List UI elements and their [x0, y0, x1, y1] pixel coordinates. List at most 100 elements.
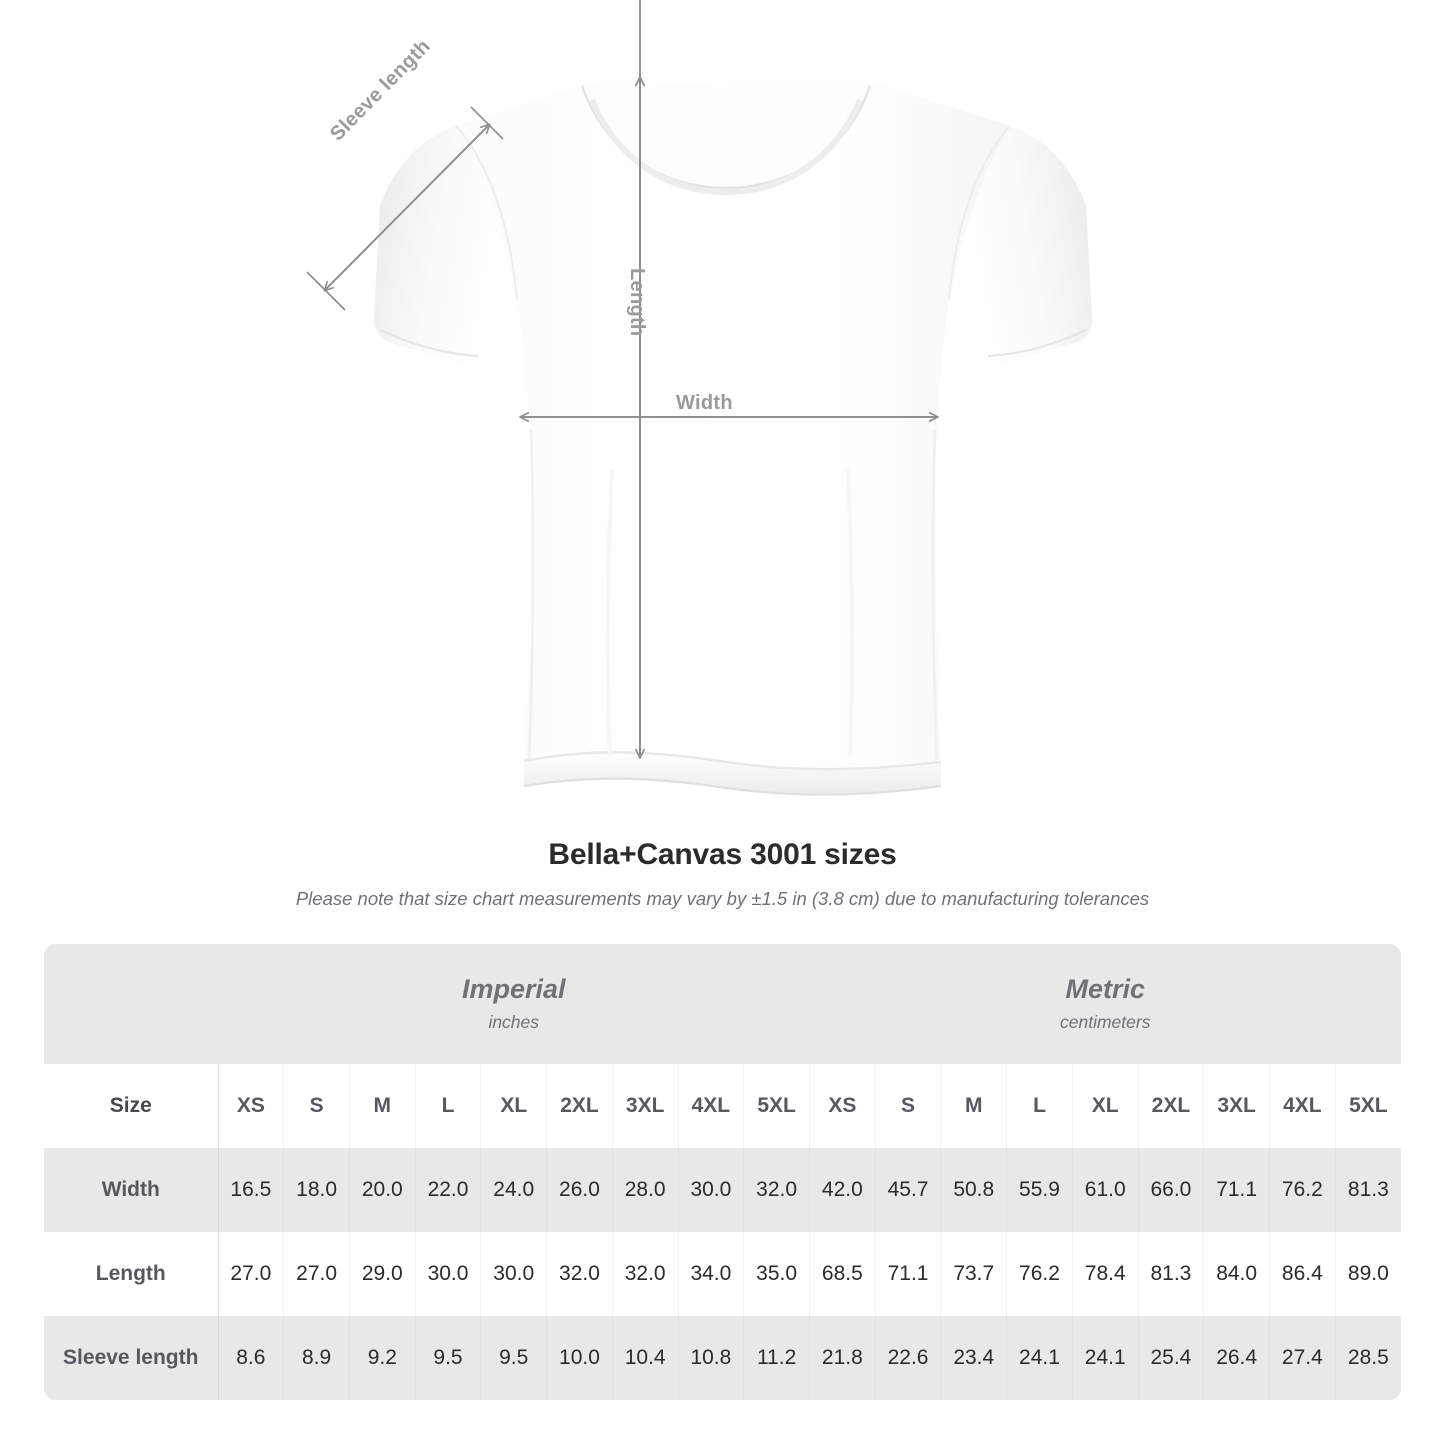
tshirt-shape — [373, 70, 1093, 796]
table-cell: 9.5 — [414, 1316, 481, 1400]
unit-sub-imperial: inches — [488, 1011, 540, 1032]
table-cell: 71.1 — [874, 1232, 941, 1316]
table-cell: 24.1 — [1071, 1316, 1139, 1400]
table-cell: 28.5 — [1334, 1316, 1401, 1400]
unit-name-imperial: Imperial — [461, 974, 566, 1005]
table-cell: 32.0 — [743, 1148, 810, 1232]
table-cell: 30.0 — [480, 1232, 547, 1316]
size-header-cell: 2XL — [1137, 1064, 1204, 1148]
table-cell: 34.0 — [677, 1232, 744, 1316]
size-header-cell: 3XL — [611, 1064, 679, 1148]
unit-name-metric: Metric — [1065, 974, 1145, 1005]
size-header-label: Size — [44, 1064, 218, 1148]
table-cell: 61.0 — [1071, 1148, 1139, 1232]
row-label: Length — [44, 1232, 218, 1316]
table-row: Sleeve length 8.6 8.9 9.2 9.5 9.5 10.0 10.4 10.8… — [44, 1316, 1401, 1400]
chart-heading-block: Bella+Canvas 3001 sizes Please note that… — [0, 838, 1445, 910]
table-cell: 27.0 — [217, 1232, 284, 1316]
table-cell: 29.0 — [348, 1232, 416, 1316]
size-header-row: Size XS S M L XL 2XL 3XL 4XL 5XL XS S M L XL 2XL 3XL 4XL… — [44, 1064, 1401, 1148]
table-cell: 23.4 — [940, 1316, 1007, 1400]
table-cell: 73.7 — [940, 1232, 1007, 1316]
table-cell: 9.5 — [480, 1316, 547, 1400]
page-title: Bella+Canvas 3001 sizes — [548, 838, 897, 871]
size-header-cell: M — [940, 1064, 1007, 1148]
table-cell: 18.0 — [283, 1148, 350, 1232]
size-header-cell: L — [1006, 1064, 1073, 1148]
table-cell: 68.5 — [808, 1232, 876, 1316]
table-cell: 30.0 — [677, 1148, 744, 1232]
table-cell: 76.2 — [1006, 1232, 1073, 1316]
table-cell: 26.0 — [546, 1148, 613, 1232]
tshirt-illustration — [306, 0, 1093, 796]
table-cell: 30.0 — [414, 1232, 481, 1316]
table-cell: 35.0 — [743, 1232, 810, 1316]
table-cell: 89.0 — [1334, 1232, 1401, 1316]
table-cell: 8.9 — [283, 1316, 350, 1400]
unit-spacer-cell — [44, 944, 218, 1064]
size-header-cell: 5XL — [743, 1064, 810, 1148]
table-cell: 9.2 — [348, 1316, 416, 1400]
size-table: Imperial inches Metric centimeters Size … — [44, 944, 1401, 1400]
width-label: Width — [676, 392, 733, 414]
size-header-cell: 4XL — [1269, 1064, 1336, 1148]
unit-sub-metric: centimeters — [1060, 1011, 1151, 1032]
table-cell: 50.8 — [940, 1148, 1007, 1232]
size-header-cell: XS — [808, 1064, 876, 1148]
table-cell: 81.3 — [1137, 1232, 1204, 1316]
length-label: Length — [626, 268, 648, 337]
table-cell: 25.4 — [1137, 1316, 1204, 1400]
size-header-cell: M — [348, 1064, 416, 1148]
table-cell: 55.9 — [1006, 1148, 1073, 1232]
table-row: Width 16.5 18.0 20.0 22.0 24.0 26.0 28.0 30.0 32.… — [44, 1148, 1401, 1232]
size-header-cell: 5XL — [1334, 1064, 1401, 1148]
table-cell: 32.0 — [546, 1232, 613, 1316]
table-cell: 8.6 — [217, 1316, 284, 1400]
size-header-cell: XS — [217, 1064, 284, 1148]
table-cell: 24.1 — [1006, 1316, 1073, 1400]
table-cell: 22.0 — [414, 1148, 481, 1232]
table-cell: 81.3 — [1334, 1148, 1401, 1232]
table-cell: 78.4 — [1071, 1232, 1139, 1316]
size-header-cell: S — [283, 1064, 350, 1148]
unit-cell-imperial: Imperial inches — [218, 944, 810, 1064]
table-cell: 21.8 — [808, 1316, 876, 1400]
table-cell: 16.5 — [217, 1148, 284, 1232]
table-cell: 27.4 — [1269, 1316, 1336, 1400]
table-cell: 10.4 — [611, 1316, 679, 1400]
table-cell: 32.0 — [611, 1232, 679, 1316]
table-cell: 11.2 — [743, 1316, 810, 1400]
table-cell: 24.0 — [480, 1148, 547, 1232]
size-header-cell: S — [874, 1064, 941, 1148]
tshirt-measurement-diagram: Sleeve length Length Width — [306, 0, 1093, 796]
row-label: Sleeve length — [44, 1316, 218, 1400]
table-cell: 66.0 — [1137, 1148, 1204, 1232]
unit-cell-metric: Metric centimeters — [809, 944, 1401, 1064]
unit-banner-row: Imperial inches Metric centimeters — [44, 944, 1401, 1064]
table-cell: 71.1 — [1203, 1148, 1270, 1232]
size-header-cell: 2XL — [546, 1064, 613, 1148]
table-row: Length 27.0 27.0 29.0 30.0 30.0 32.0 32.0 34.0 35… — [44, 1232, 1401, 1316]
table-cell: 84.0 — [1203, 1232, 1270, 1316]
size-header-cell: L — [414, 1064, 481, 1148]
table-cell: 86.4 — [1269, 1232, 1336, 1316]
table-cell: 10.0 — [546, 1316, 613, 1400]
table-cell: 28.0 — [611, 1148, 679, 1232]
table-cell: 26.4 — [1203, 1316, 1270, 1400]
table-cell: 20.0 — [348, 1148, 416, 1232]
table-cell: 27.0 — [283, 1232, 350, 1316]
tolerance-note: Please note that size chart measurements… — [295, 888, 1150, 909]
row-label: Width — [44, 1148, 218, 1232]
table-cell: 45.7 — [874, 1148, 941, 1232]
table-cell: 10.8 — [677, 1316, 744, 1400]
sleeve-measure-arrow — [306, 106, 504, 311]
table-cell: 42.0 — [808, 1148, 876, 1232]
size-header-cell: 4XL — [677, 1064, 744, 1148]
size-header-cell: XL — [480, 1064, 547, 1148]
size-table-container: Imperial inches Metric centimeters Size … — [44, 944, 1401, 1400]
table-cell: 76.2 — [1269, 1148, 1336, 1232]
size-header-cell: 3XL — [1203, 1064, 1270, 1148]
table-cell: 22.6 — [874, 1316, 941, 1400]
size-header-cell: XL — [1071, 1064, 1139, 1148]
